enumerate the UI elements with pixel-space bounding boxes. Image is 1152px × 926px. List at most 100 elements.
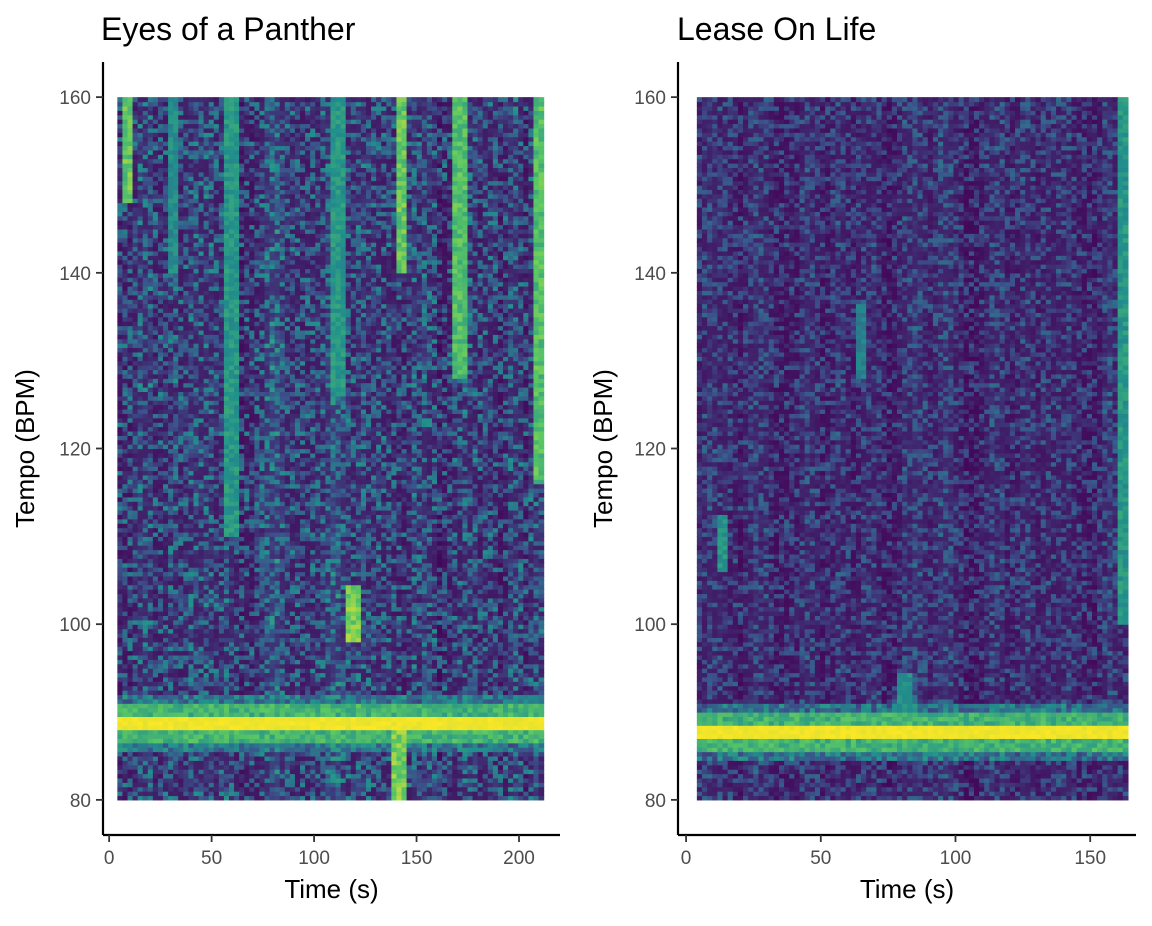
heatmap-cell — [213, 448, 220, 454]
heatmap-cell — [254, 509, 261, 515]
heatmap-cell — [269, 531, 276, 537]
heatmap-cell — [157, 619, 164, 625]
heatmap-cell — [173, 531, 179, 537]
heatmap-cell — [254, 299, 261, 305]
heatmap-cell — [264, 255, 271, 261]
heatmap-cell — [152, 448, 159, 454]
heatmap-cell — [239, 575, 245, 581]
heatmap-cell — [127, 488, 134, 494]
heatmap-cell — [137, 575, 144, 581]
heatmap-cell — [208, 606, 215, 612]
heatmap-cell — [117, 413, 124, 419]
heatmap-cell — [142, 602, 149, 608]
heatmap-cell — [142, 782, 149, 788]
heatmap-cell — [203, 373, 210, 379]
heatmap-cell — [137, 474, 144, 480]
heatmap-cell — [193, 430, 200, 436]
heatmap-cell — [157, 461, 164, 467]
heatmap-cell — [127, 448, 134, 454]
heatmap-cell — [259, 764, 266, 770]
heatmap-cell — [127, 470, 134, 476]
heatmap-cell — [168, 672, 174, 678]
heatmap-cell — [163, 255, 169, 261]
heatmap-cell — [234, 408, 240, 414]
heatmap-cell — [249, 619, 255, 625]
heatmap-cell — [228, 488, 235, 494]
heatmap-cell — [173, 738, 179, 744]
heatmap-cell — [208, 338, 215, 344]
heatmap-cell — [173, 764, 179, 770]
heatmap-cell — [188, 404, 195, 410]
heatmap-cell — [168, 382, 174, 388]
heatmap-cell — [173, 391, 179, 397]
heatmap-cell — [188, 136, 195, 142]
heatmap-cell — [244, 773, 250, 779]
heatmap-cell — [173, 171, 179, 177]
heatmap-cell — [157, 685, 164, 691]
heatmap-cell — [178, 694, 184, 700]
heatmap-cell — [259, 105, 266, 111]
heatmap-cell — [183, 589, 189, 595]
heatmap-cell — [127, 198, 134, 204]
heatmap-cell — [254, 619, 261, 625]
heatmap-cell — [264, 228, 271, 234]
heatmap-cell — [264, 531, 271, 537]
heatmap-cell — [193, 668, 200, 674]
heatmap-cell — [254, 171, 261, 177]
heatmap-cell — [193, 356, 200, 362]
heatmap-cell — [178, 299, 184, 305]
heatmap-cell — [269, 334, 276, 340]
heatmap-cell — [228, 593, 235, 599]
heatmap-cell — [142, 312, 149, 318]
heatmap-cell — [127, 452, 134, 458]
heatmap-cell — [264, 233, 271, 239]
heatmap-cell — [213, 426, 220, 432]
heatmap-cell — [198, 558, 205, 564]
heatmap-cell — [203, 615, 210, 621]
heatmap-cell — [264, 180, 271, 186]
heatmap-cell — [127, 698, 134, 704]
heatmap-cell — [254, 448, 261, 454]
heatmap-cell — [213, 255, 220, 261]
heatmap-cell — [137, 769, 144, 775]
heatmap-cell — [188, 325, 195, 331]
heatmap-cell — [132, 373, 139, 379]
heatmap-cell — [203, 483, 210, 489]
heatmap-cell — [218, 430, 225, 436]
heatmap-cell — [228, 176, 235, 182]
heatmap-cell — [178, 685, 184, 691]
heatmap-cell — [117, 720, 124, 726]
heatmap-cell — [259, 408, 266, 414]
heatmap-cell — [157, 602, 164, 608]
heatmap-cell — [254, 769, 261, 775]
heatmap-cell — [259, 316, 266, 322]
heatmap-cell — [239, 773, 245, 779]
heatmap-cell — [234, 654, 240, 660]
heatmap-cell — [218, 408, 225, 414]
heatmap-cell — [264, 413, 271, 419]
heatmap-cell — [132, 769, 139, 775]
heatmap-cell — [157, 466, 164, 472]
heatmap-cell — [122, 184, 129, 190]
heatmap-cell — [173, 791, 179, 797]
heatmap-cell — [193, 470, 200, 476]
heatmap-cell — [178, 198, 184, 204]
heatmap-cell — [173, 606, 179, 612]
heatmap-cell — [142, 531, 149, 537]
heatmap-cell — [244, 123, 250, 129]
heatmap-cell — [122, 615, 129, 621]
heatmap-cell — [183, 281, 189, 287]
heatmap-cell — [203, 105, 210, 111]
heatmap-cell — [173, 114, 179, 120]
heatmap-cell — [163, 413, 169, 419]
heatmap-cell — [234, 378, 240, 384]
heatmap-cell — [168, 518, 174, 524]
heatmap-cell — [168, 338, 174, 344]
heatmap-cell — [239, 136, 245, 142]
heatmap-cell — [244, 211, 250, 217]
heatmap-cell — [152, 518, 159, 524]
heatmap-cell — [152, 132, 159, 138]
heatmap-cell — [259, 597, 266, 603]
heatmap-cell — [218, 611, 225, 616]
heatmap-cell — [193, 426, 200, 432]
